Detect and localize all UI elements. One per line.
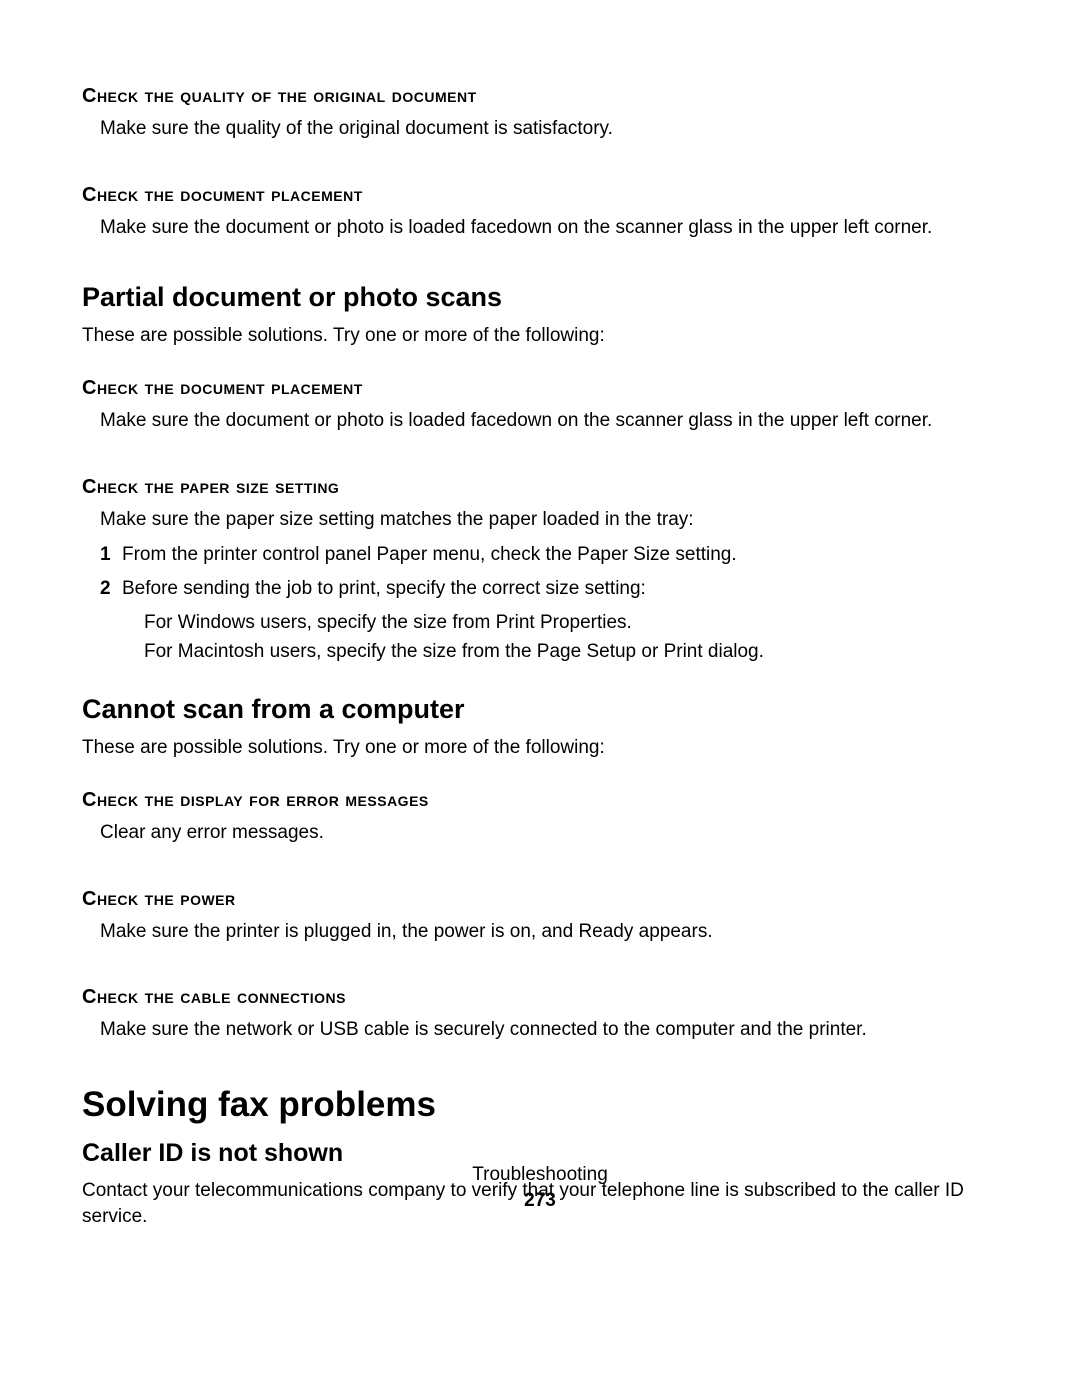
subheading-placement-2: Check the document placement xyxy=(82,377,998,400)
body-placement-2: Make sure the document or photo is loade… xyxy=(100,408,998,434)
subheading-cable: Check the cable connections xyxy=(82,986,998,1009)
list-item: 1 From the printer control panel Paper m… xyxy=(100,542,998,568)
subheading-error-messages: Check the display for error messages xyxy=(82,789,998,812)
intro-partial-scans: These are possible solutions. Try one or… xyxy=(82,323,998,349)
document-page: Check the quality of the original docume… xyxy=(0,0,1080,1397)
power-text-a: Make sure the printer is plugged in, the… xyxy=(100,921,578,942)
intro-cannot-scan: These are possible solutions. Try one or… xyxy=(82,735,998,761)
heading-cannot-scan: Cannot scan from a computer xyxy=(82,694,998,725)
body-placement-1: Make sure the document or photo is loade… xyxy=(100,215,998,241)
list-number: 1 xyxy=(100,542,122,568)
subheading-quality: Check the quality of the original docume… xyxy=(82,85,998,108)
list-subitem: For Macintosh users, specify the size fr… xyxy=(144,638,998,667)
list-text: Before sending the job to print, specify… xyxy=(122,576,646,602)
ordered-list: 1 From the printer control panel Paper m… xyxy=(100,542,998,601)
list-text: From the printer control panel Paper men… xyxy=(122,542,737,568)
list-item: 2 Before sending the job to print, speci… xyxy=(100,576,998,602)
footer-section: Troubleshooting xyxy=(0,1164,1080,1186)
body-quality: Make sure the quality of the original do… xyxy=(100,116,998,142)
list-subitem: For Windows users, specify the size from… xyxy=(144,609,998,638)
page-footer: Troubleshooting 273 xyxy=(0,1164,1080,1212)
power-text-c: appears. xyxy=(633,921,712,942)
subheading-power: Check the power xyxy=(82,888,998,911)
body-cable: Make sure the network or USB cable is se… xyxy=(100,1017,998,1043)
subheading-paper-size: Check the paper size setting xyxy=(82,476,998,499)
subheading-placement-1: Check the document placement xyxy=(82,184,998,207)
heading-fax-problems: Solving fax problems xyxy=(82,1085,998,1125)
body-power: Make sure the printer is plugged in, the… xyxy=(100,919,998,945)
list-number: 2 xyxy=(100,576,122,602)
footer-page-number: 273 xyxy=(0,1190,1080,1212)
body-error-messages: Clear any error messages. xyxy=(100,820,998,846)
ready-text: Ready xyxy=(578,921,633,942)
heading-partial-scans: Partial document or photo scans xyxy=(82,282,998,313)
body-paper-size: Make sure the paper size setting matches… xyxy=(100,507,998,533)
